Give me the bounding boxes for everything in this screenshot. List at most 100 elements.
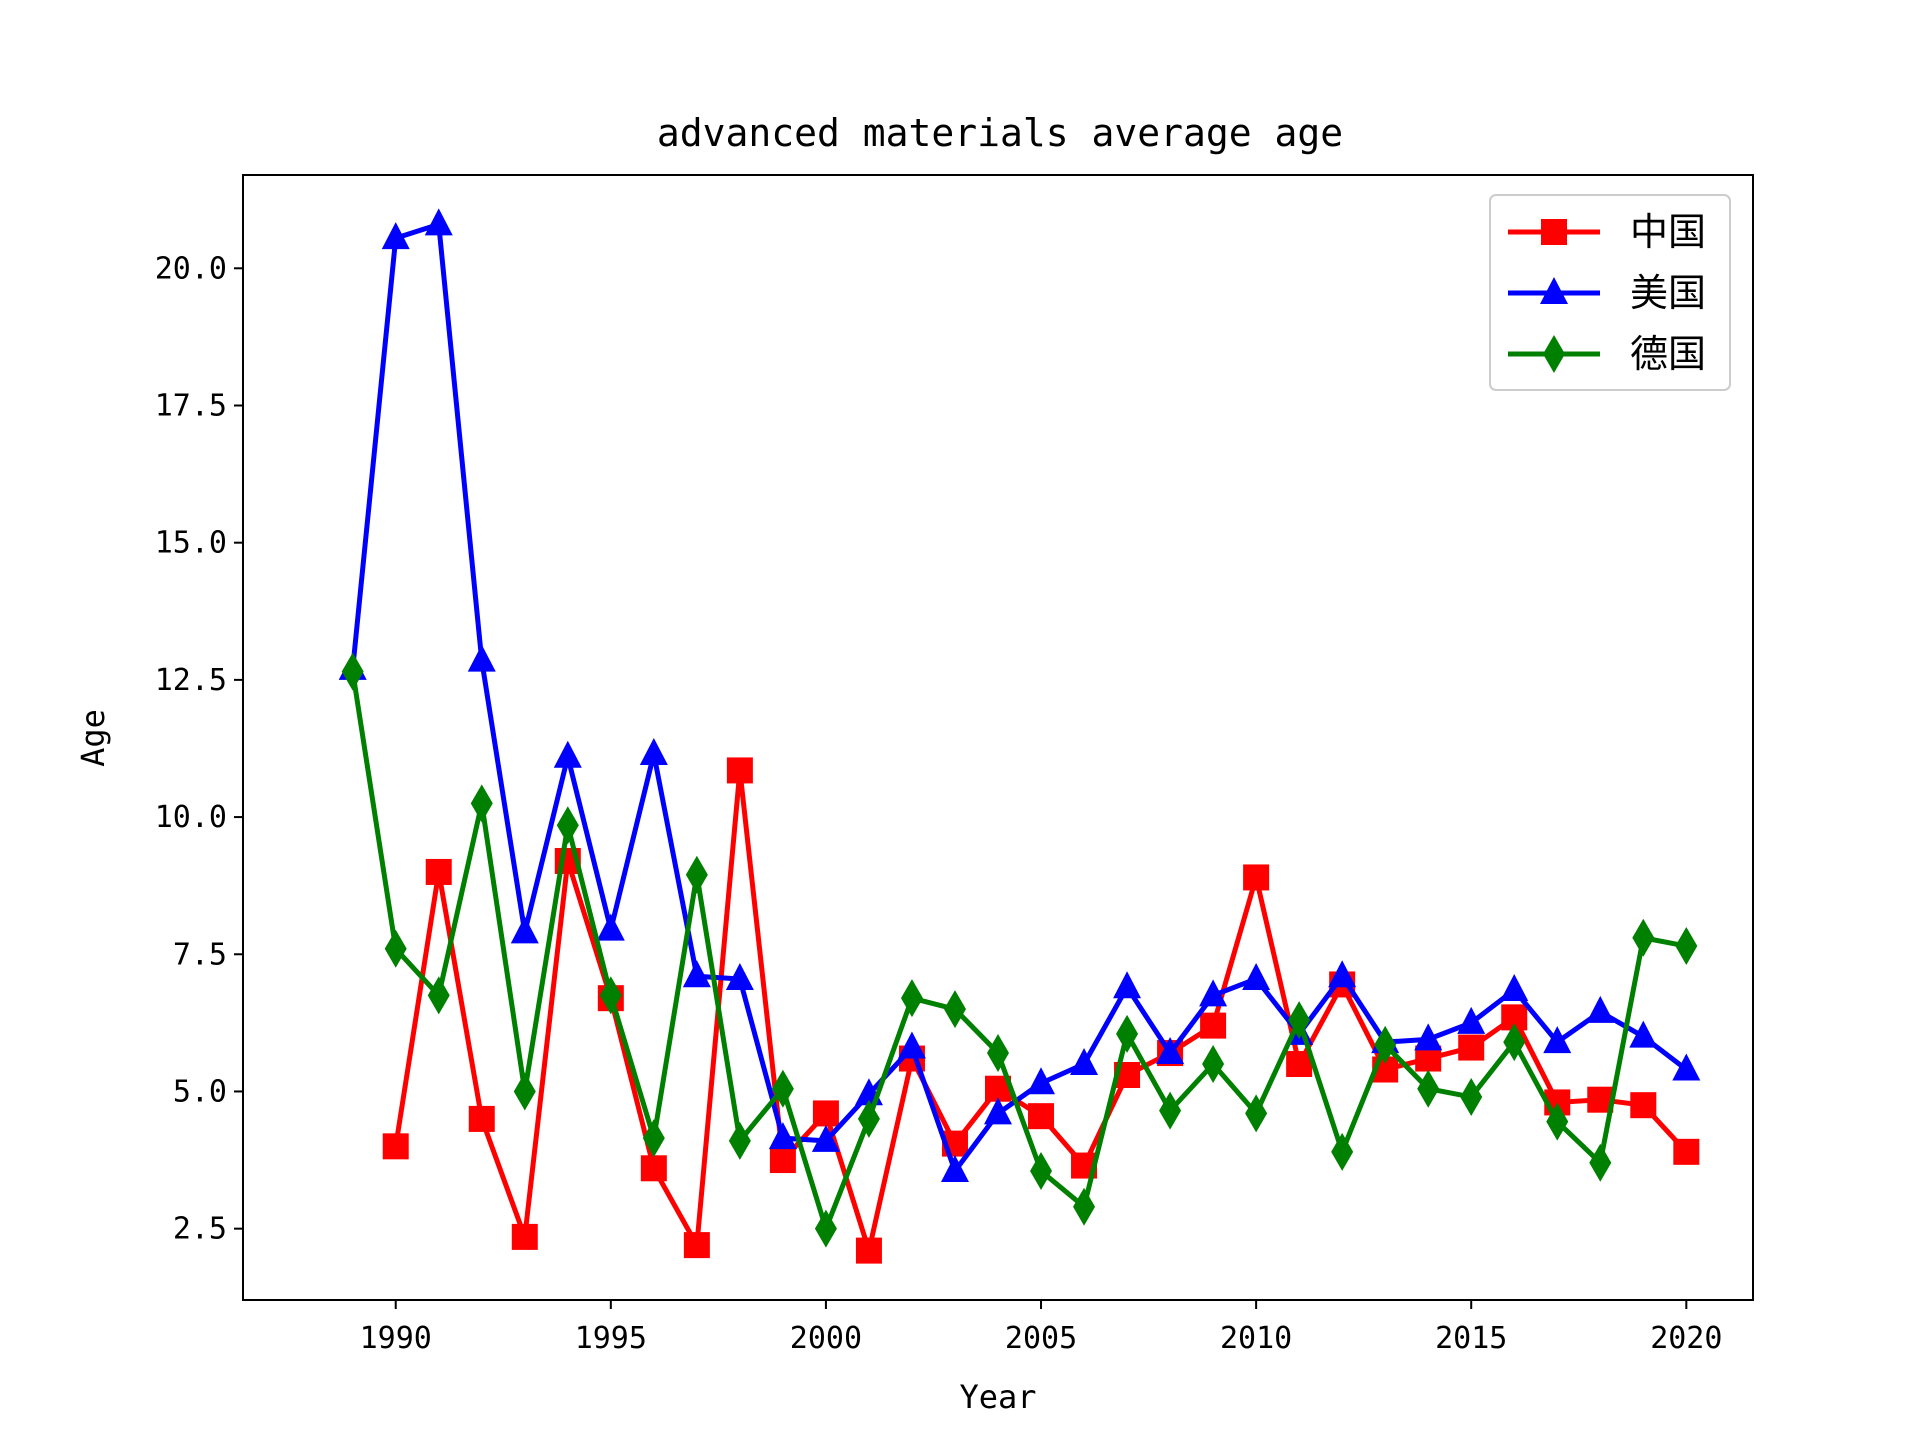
series-line: [350, 221, 1688, 1174]
data-point: [814, 1209, 837, 1248]
data-point: [725, 962, 754, 990]
data-point: [1414, 1023, 1443, 1051]
data-point: [1245, 1094, 1268, 1133]
legend-label: 德国: [1630, 332, 1706, 376]
data-point: [897, 1031, 926, 1059]
data-point: [1458, 1034, 1485, 1061]
data-point: [1116, 1014, 1139, 1053]
data-point: [682, 960, 711, 988]
data-point: [940, 1155, 969, 1183]
y-axis: 2.5 5.0 7.5 10.0 12.5 15.0 17.5 20.0: [155, 251, 243, 1247]
series-2: [341, 652, 1698, 1248]
y-tick-label: 10.0: [155, 800, 227, 835]
data-point: [513, 1072, 536, 1111]
x-axis-label: Year: [959, 1378, 1036, 1416]
data-point: [1199, 979, 1228, 1007]
data-point: [553, 740, 582, 768]
x-tick-label: 2000: [790, 1321, 862, 1356]
y-tick-label: 20.0: [155, 251, 227, 286]
data-point: [510, 916, 539, 944]
y-tick-label: 2.5: [173, 1212, 227, 1247]
data-point: [857, 1099, 880, 1138]
data-point: [726, 757, 753, 784]
series-layer: [338, 208, 1701, 1264]
data-point: [1159, 1091, 1182, 1130]
x-axis: 1990 1995 2000 2005 2010 2015 2020: [360, 1300, 1722, 1356]
data-point: [596, 913, 625, 941]
data-point: [1500, 973, 1529, 1001]
data-point: [1070, 1048, 1099, 1076]
y-tick-label: 12.5: [155, 663, 227, 698]
data-point: [1503, 1023, 1526, 1062]
data-point: [470, 784, 493, 823]
x-tick-label: 2010: [1220, 1321, 1292, 1356]
legend-label: 美国: [1630, 271, 1706, 315]
data-point: [556, 806, 579, 845]
data-point: [900, 979, 923, 1018]
x-tick-label: 1990: [360, 1321, 432, 1356]
data-point: [1672, 1053, 1701, 1081]
data-point: [855, 1237, 882, 1264]
data-point: [1673, 1138, 1700, 1165]
data-point: [1589, 1143, 1612, 1182]
data-point: [511, 1223, 538, 1250]
data-point: [1632, 918, 1655, 957]
data-point: [381, 222, 410, 250]
data-point: [1242, 962, 1271, 990]
series-line: [350, 671, 1687, 1232]
data-point: [1202, 1045, 1225, 1084]
data-point: [984, 1097, 1012, 1125]
data-point: [1328, 960, 1357, 988]
legend-label: 中国: [1630, 210, 1706, 254]
y-tick-label: 17.5: [155, 388, 227, 423]
y-tick-label: 5.0: [173, 1074, 227, 1109]
y-tick-label: 15.0: [155, 526, 227, 561]
data-point: [1374, 1025, 1397, 1064]
data-point: [642, 1119, 665, 1158]
data-point: [341, 652, 364, 691]
data-point: [1288, 1001, 1311, 1040]
data-point: [1027, 1067, 1056, 1095]
data-point: [1073, 1187, 1096, 1226]
x-tick-label: 1995: [575, 1321, 647, 1356]
plot-frame: [242, 174, 1754, 1301]
data-point: [1286, 1051, 1313, 1078]
data-point: [683, 1232, 710, 1259]
data-point: [987, 1034, 1009, 1073]
data-point: [1331, 1132, 1354, 1171]
data-point: [1546, 1102, 1569, 1141]
y-tick-label: 7.5: [173, 937, 227, 972]
data-point: [640, 1155, 667, 1182]
legend-marker: [1541, 219, 1567, 245]
data-point: [427, 976, 450, 1015]
x-tick-label: 2005: [1005, 1321, 1077, 1356]
data-point: [1460, 1077, 1483, 1116]
data-point: [1030, 1152, 1053, 1191]
data-point: [1675, 927, 1698, 966]
data-point: [1113, 971, 1142, 999]
data-point: [1586, 995, 1615, 1023]
data-point: [1457, 1006, 1486, 1034]
data-point: [1200, 1012, 1227, 1039]
data-point: [812, 1100, 839, 1127]
data-point: [424, 208, 453, 236]
data-point: [384, 929, 407, 968]
data-point: [467, 644, 496, 672]
data-point: [468, 1105, 495, 1132]
data-point: [1629, 1020, 1658, 1048]
data-point: [1630, 1092, 1657, 1119]
chart-title: advanced materials average age: [657, 111, 1343, 155]
data-point: [685, 855, 708, 894]
data-point: [811, 1124, 840, 1152]
data-point: [1243, 864, 1270, 891]
y-axis-label: Age: [74, 709, 112, 767]
data-point: [771, 1069, 794, 1108]
data-point: [728, 1121, 751, 1160]
data-point: [1543, 1026, 1572, 1054]
legend-marker: [1540, 277, 1568, 304]
legend-marker: [1543, 335, 1565, 373]
data-point: [382, 1133, 409, 1160]
x-tick-label: 2020: [1650, 1321, 1722, 1356]
